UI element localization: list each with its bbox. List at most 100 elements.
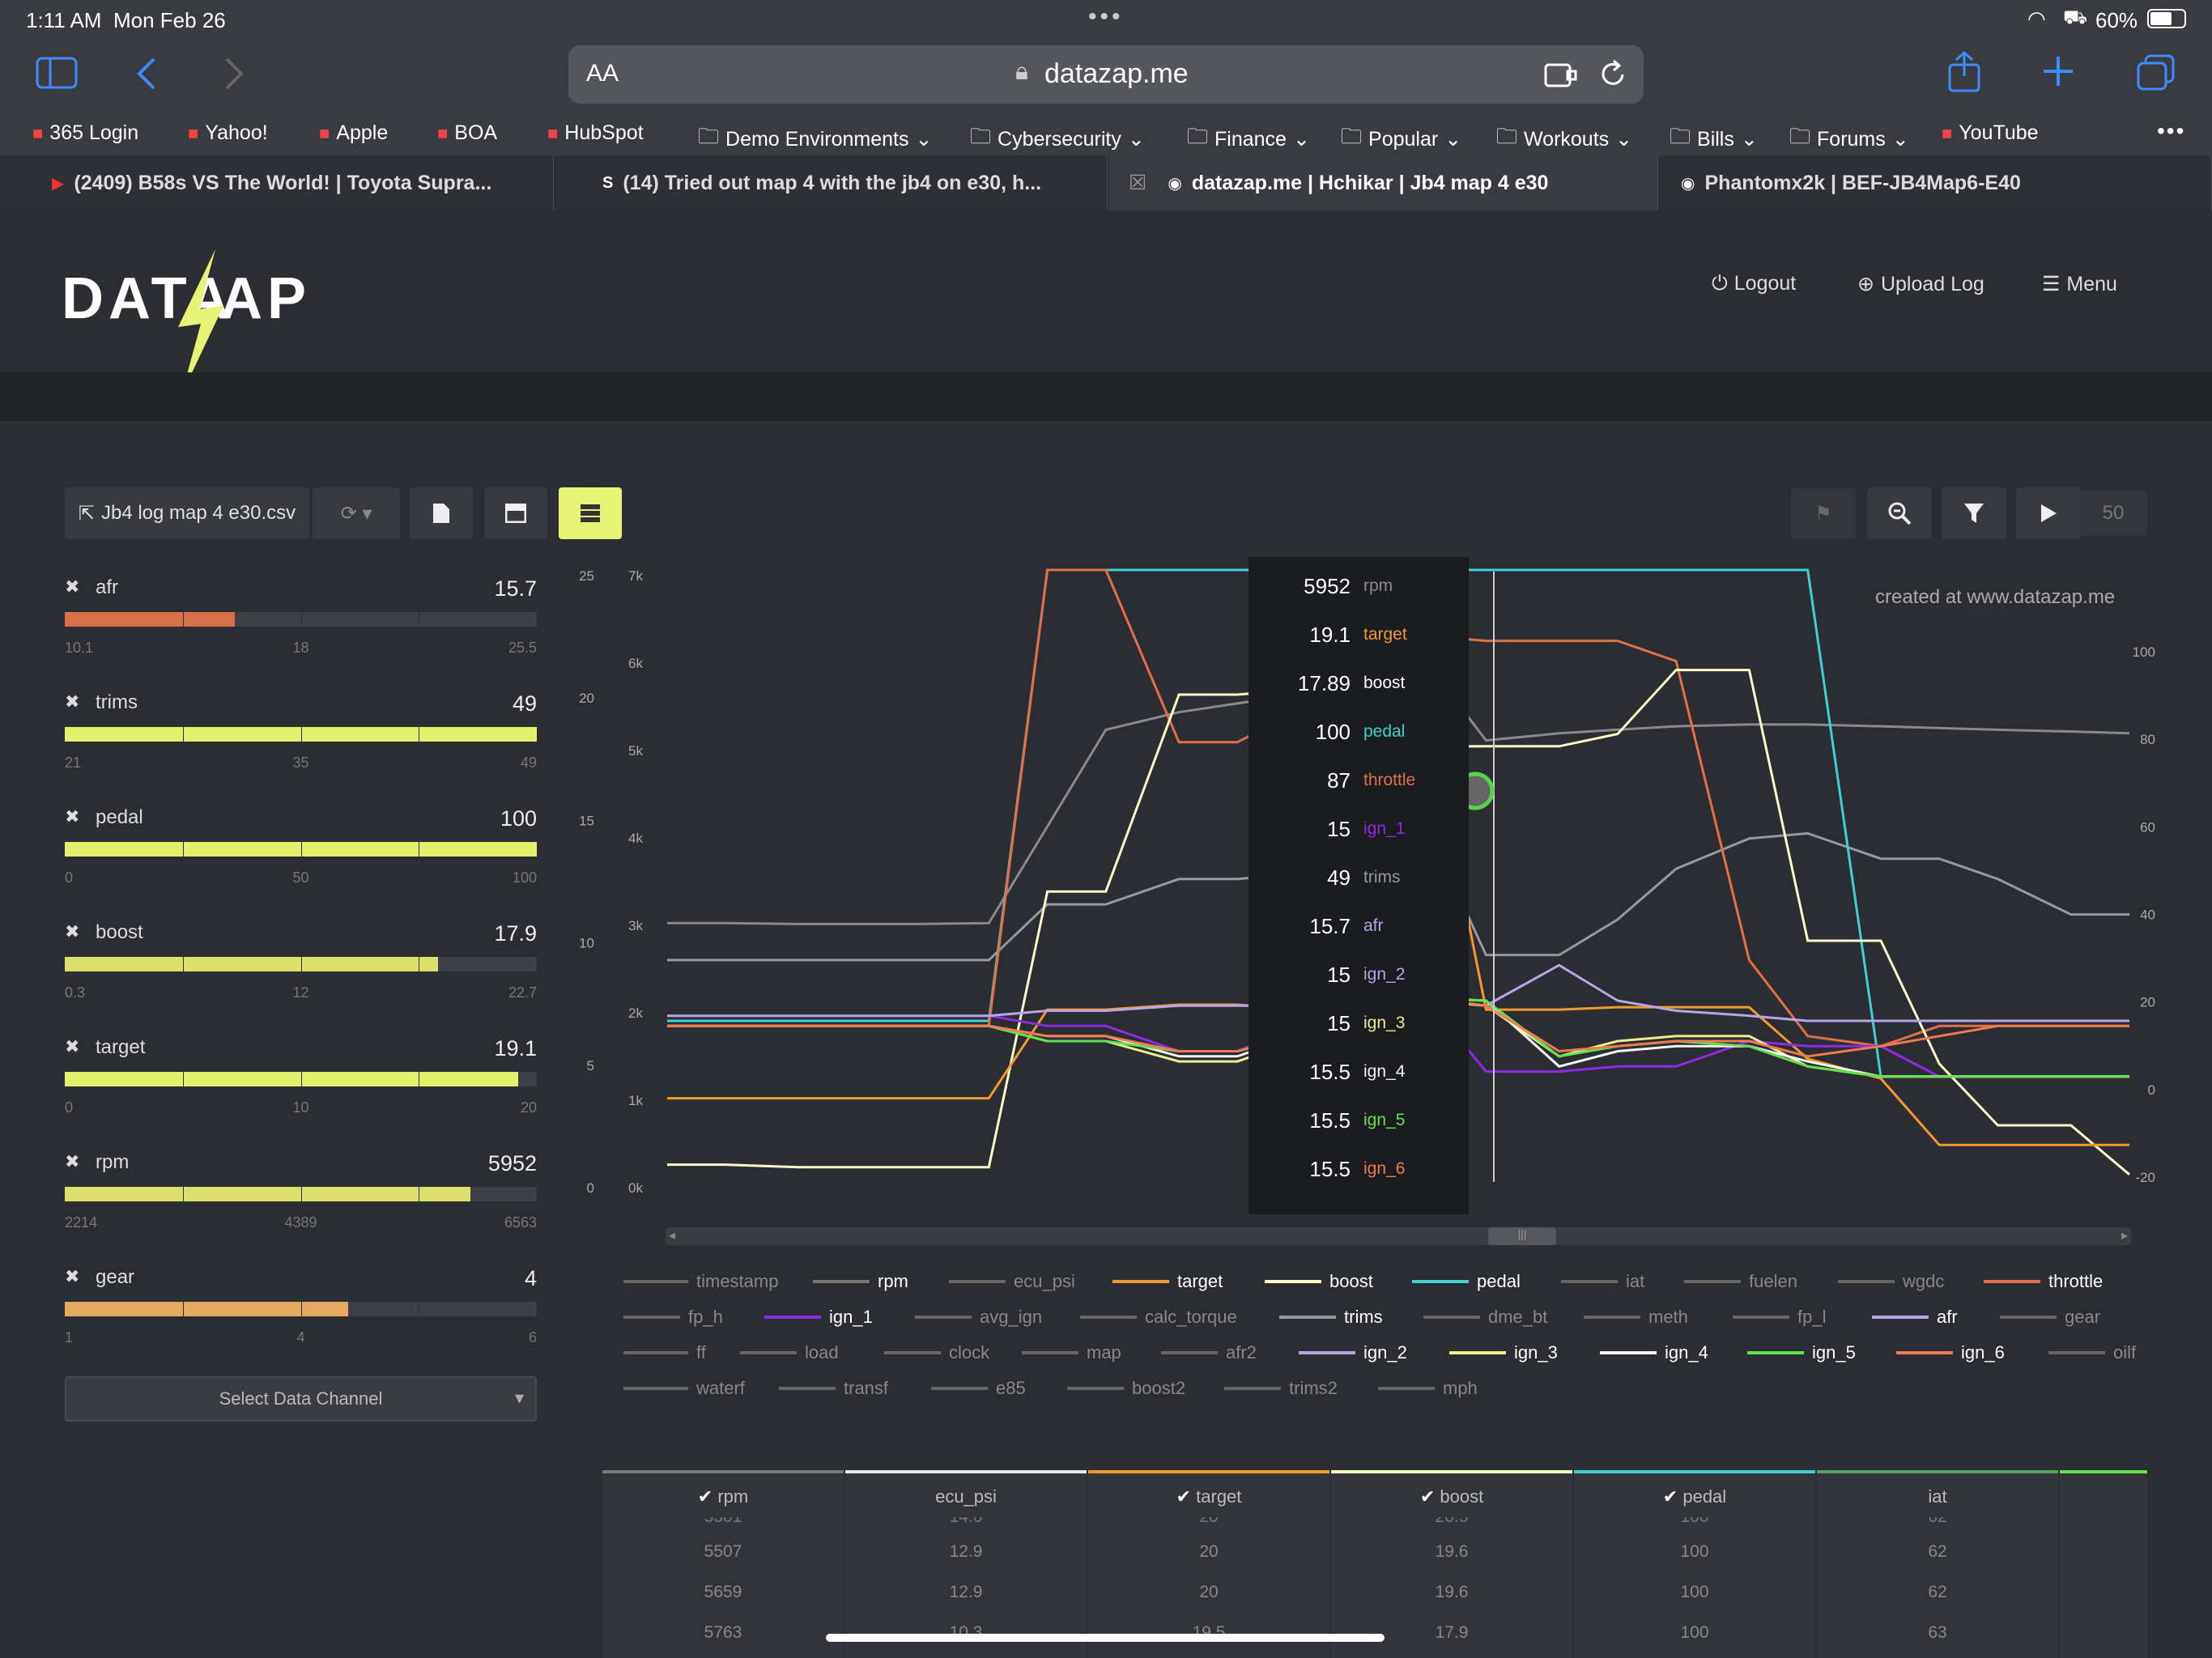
legend-item-ff[interactable]: ff <box>623 1342 706 1363</box>
legend-item-meth[interactable]: meth <box>1584 1307 1688 1328</box>
stacked-view-button[interactable] <box>559 487 622 539</box>
legend-item-gear[interactable]: gear <box>2000 1307 2100 1328</box>
legend-item-wgdc[interactable]: wgdc <box>1838 1271 1944 1292</box>
legend-item-avg_ign[interactable]: avg_ign <box>915 1307 1042 1328</box>
remove-channel-icon[interactable]: ✖ <box>65 691 80 712</box>
legend-item-map[interactable]: map <box>1022 1342 1121 1363</box>
back-icon[interactable] <box>136 57 157 91</box>
menu-link[interactable]: ☰ Menu <box>2042 272 2117 296</box>
text-size-button[interactable]: AA <box>586 60 619 87</box>
favorite-bills[interactable]: 🗀 Bills ⌄ <box>1670 121 1758 157</box>
table-column-target[interactable]: ✔ target20202019.5 <box>1088 1470 1329 1658</box>
legend-item-boost2[interactable]: boost2 <box>1067 1378 1185 1399</box>
column-header[interactable]: ✔ pedal <box>1574 1470 1815 1517</box>
filter-button[interactable] <box>1942 487 2006 539</box>
legend-item-dme_bt[interactable]: dme_bt <box>1423 1307 1547 1328</box>
browser-tab[interactable]: S (14) Tried out map 4 with the jb4 on e3… <box>583 155 1108 210</box>
remove-channel-icon[interactable]: ✖ <box>65 1151 80 1171</box>
table-column-boost[interactable]: ✔ boost20.519.619.617.9 <box>1331 1470 1572 1658</box>
legend-item-clock[interactable]: clock <box>884 1342 989 1363</box>
legend-item-target[interactable]: target <box>1112 1271 1223 1292</box>
column-header[interactable]: ecu_psi <box>845 1470 1087 1517</box>
favorite-workouts[interactable]: 🗀 Workouts ⌄ <box>1496 121 1632 157</box>
scroll-left-icon[interactable]: ◂ <box>669 1229 676 1243</box>
legend-item-ecu_psi[interactable]: ecu_psi <box>949 1271 1075 1292</box>
legend-item-rpm[interactable]: rpm <box>813 1271 908 1292</box>
upload-log-link[interactable]: ⊕ Upload Log <box>1857 272 1984 296</box>
table-column-next[interactable] <box>2060 1470 2147 1658</box>
remove-channel-icon[interactable]: ✖ <box>65 806 80 827</box>
more-favorites-icon[interactable]: ••• <box>2157 118 2186 143</box>
browser-tab[interactable]: ☒ ◉ datazap.me | Hchikar | Jb4 map 4 e30 <box>1109 155 1658 210</box>
single-view-button[interactable] <box>484 487 547 539</box>
legend-item-transf[interactable]: transf <box>779 1378 888 1399</box>
table-column-rpm[interactable]: ✔ rpm5301550756595763 <box>602 1470 844 1658</box>
legend-item-ign_1[interactable]: ign_1 <box>764 1307 873 1328</box>
legend-item-oilf[interactable]: oilf <box>2048 1342 2136 1363</box>
tab-overview-icon[interactable] <box>2136 53 2176 92</box>
browser-tab[interactable]: ▶ (2409) B58s VS The World! | Toyota Supr… <box>32 155 554 210</box>
extension-icon[interactable] <box>1543 60 1579 89</box>
select-data-channel-dropdown[interactable]: Select Data Channel ▾ <box>65 1376 537 1422</box>
legend-item-throttle[interactable]: throttle <box>1984 1271 2103 1292</box>
scroll-right-icon[interactable]: ▸ <box>2121 1229 2128 1243</box>
legend-item-boost[interactable]: boost <box>1265 1271 1373 1292</box>
favorite-finance[interactable]: 🗀 Finance ⌄ <box>1187 121 1310 157</box>
favorite-forums[interactable]: 🗀 Forums ⌄ <box>1789 121 1909 157</box>
legend-item-trims[interactable]: trims <box>1279 1307 1383 1328</box>
remove-channel-icon[interactable]: ✖ <box>65 1266 80 1286</box>
document-button[interactable] <box>410 487 473 539</box>
legend-item-pedal[interactable]: pedal <box>1412 1271 1521 1292</box>
legend-item-afr2[interactable]: afr2 <box>1161 1342 1257 1363</box>
table-column-ecu_psi[interactable]: ecu_psi 14.0 12.9 12.9 10.3 <box>845 1470 1087 1658</box>
close-tab-icon[interactable]: ☒ <box>1129 172 1147 194</box>
multitask-dots-icon[interactable]: ••• <box>1088 3 1124 30</box>
column-header[interactable]: iat <box>1817 1470 2058 1517</box>
legend-item-load[interactable]: load <box>740 1342 839 1363</box>
speed-input[interactable]: 50 <box>2079 491 2147 536</box>
zoom-button[interactable] <box>1867 487 1932 539</box>
reload-icon[interactable] <box>1598 58 1629 91</box>
legend-item-ign_3[interactable]: ign_3 <box>1449 1342 1558 1363</box>
legend-item-afr[interactable]: afr <box>1872 1307 1958 1328</box>
file-select-button[interactable]: ⇱ Jb4 log map 4 e30.csv <box>65 487 309 539</box>
legend-item-fp_l[interactable]: fp_l <box>1733 1307 1826 1328</box>
remove-channel-icon[interactable]: ✖ <box>65 576 80 597</box>
address-bar[interactable]: AA 🔒︎ datazap.me <box>568 45 1644 104</box>
refresh-dropdown-button[interactable]: ⟳ ▾ <box>313 487 400 539</box>
logout-link[interactable]: ⏻ Logout <box>1712 272 1797 295</box>
legend-item-ign_2[interactable]: ign_2 <box>1299 1342 1407 1363</box>
browser-tab[interactable]: ◉ Phantomx2k | BEF-JB4Map6-E40 <box>1661 155 2212 210</box>
sidebar-toggle-icon[interactable] <box>36 57 78 89</box>
column-header[interactable]: ✔ target <box>1088 1470 1329 1517</box>
favorite-demo-environments[interactable]: 🗀 Demo Environments ⌄ <box>698 121 932 157</box>
new-tab-icon[interactable] <box>2042 55 2074 87</box>
chart-scrollbar[interactable]: ◂ ||| ▸ <box>666 1227 2131 1245</box>
table-column-iat[interactable]: iat 62 62 62 63 <box>1817 1470 2058 1658</box>
legend-item-ign_5[interactable]: ign_5 <box>1747 1342 1856 1363</box>
favorite-365-login[interactable]: ■ 365 Login <box>32 121 138 145</box>
legend-item-waterf[interactable]: waterf <box>623 1378 745 1399</box>
legend-item-fuelen[interactable]: fuelen <box>1684 1271 1797 1292</box>
home-indicator[interactable] <box>826 1634 1385 1642</box>
favorite-youtube[interactable]: ■ YouTube <box>1942 121 2039 145</box>
favorite-cybersecurity[interactable]: 🗀 Cybersecurity ⌄ <box>970 121 1145 157</box>
legend-item-e85[interactable]: e85 <box>931 1378 1026 1399</box>
share-icon[interactable] <box>1946 50 1982 94</box>
legend-item-trims2[interactable]: trims2 <box>1224 1378 1338 1399</box>
favorite-apple[interactable]: ■ Apple <box>319 121 388 145</box>
legend-item-fp_h[interactable]: fp_h <box>623 1307 723 1328</box>
favorite-hubspot[interactable]: ■ HubSpot <box>547 121 644 145</box>
address-text[interactable]: datazap.me <box>1044 58 1189 89</box>
forward-icon[interactable] <box>223 57 245 91</box>
legend-item-mph[interactable]: mph <box>1378 1378 1478 1399</box>
favorite-yahoo-[interactable]: ■ Yahoo! <box>188 121 268 145</box>
legend-item-ign_6[interactable]: ign_6 <box>1896 1342 2005 1363</box>
remove-channel-icon[interactable]: ✖ <box>65 1036 80 1056</box>
play-button[interactable] <box>2016 487 2081 539</box>
legend-item-ign_4[interactable]: ign_4 <box>1600 1342 1708 1363</box>
column-header[interactable]: ✔ rpm <box>602 1470 844 1517</box>
legend-item-iat[interactable]: iat <box>1561 1271 1644 1292</box>
favorite-boa[interactable]: ■ BOA <box>437 121 497 145</box>
legend-item-timestamp[interactable]: timestamp <box>623 1271 778 1292</box>
